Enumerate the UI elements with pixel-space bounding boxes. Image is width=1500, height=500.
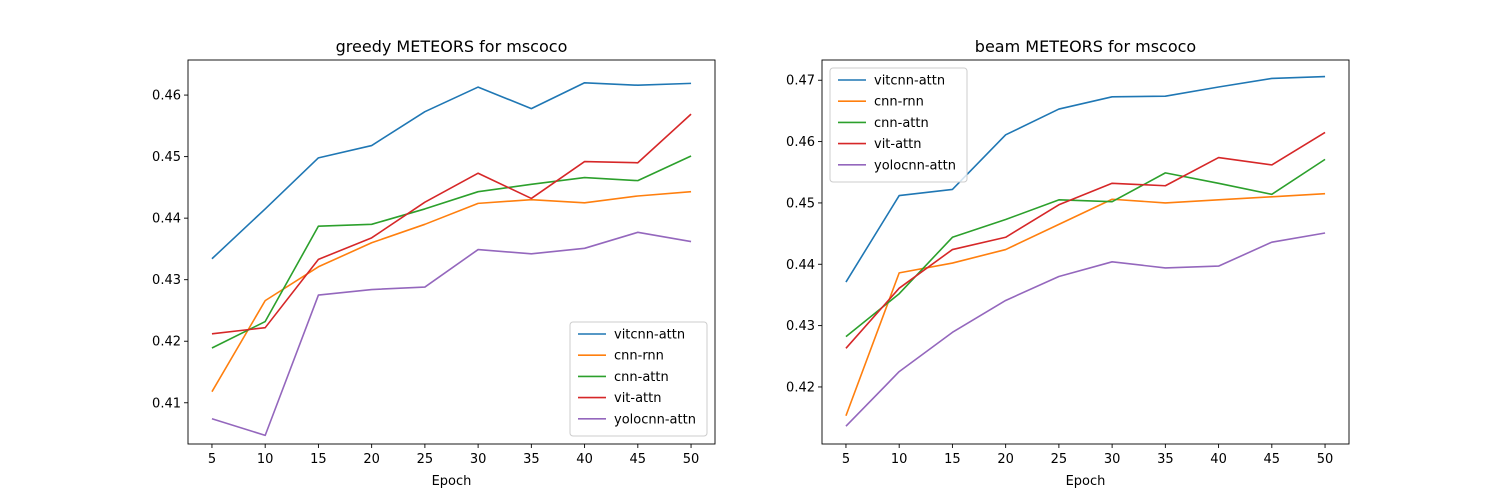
legend-label-cnn-rnn: cnn-rnn <box>874 95 924 110</box>
x-axis-label: Epoch <box>1066 474 1106 489</box>
x-tick-label: 5 <box>208 452 216 467</box>
plot-frame <box>821 59 1350 445</box>
legend-label-vit-attn: vit-attn <box>614 391 662 406</box>
legend-label-vitcnn-attn: vitcnn-attn <box>614 328 685 343</box>
x-tick-label: 10 <box>257 452 274 467</box>
x-tick-label: 35 <box>523 452 540 467</box>
legend-label-yolocnn-attn: yolocnn-attn <box>614 412 696 427</box>
x-tick-label: 30 <box>470 452 487 467</box>
y-tick-label: 0.43 <box>152 273 181 288</box>
series-line-cnn-rnn <box>211 190 692 393</box>
plot-frame <box>187 59 716 445</box>
series-line-yolocnn-attn <box>845 232 1326 427</box>
y-tick-label: 0.44 <box>786 258 815 273</box>
y-tick-label: 0.42 <box>152 335 181 350</box>
x-tick-label: 50 <box>683 452 700 467</box>
legend-label-vitcnn-attn: vitcnn-attn <box>874 74 945 89</box>
x-tick-label: 50 <box>1317 452 1334 467</box>
x-tick-label: 25 <box>417 452 434 467</box>
x-axis-label: Epoch <box>432 474 472 489</box>
series-group <box>845 75 1326 427</box>
series-line-yolocnn-attn <box>211 231 692 437</box>
x-tick-label: 25 <box>1051 452 1068 467</box>
x-tick-label: 45 <box>1264 452 1281 467</box>
x-tick-label: 20 <box>363 452 380 467</box>
series-line-vit-attn <box>845 131 1326 349</box>
x-tick-label: 40 <box>576 452 593 467</box>
y-tick-label: 0.42 <box>786 380 815 395</box>
y-tick-label: 0.44 <box>152 212 181 227</box>
x-tick-label: 5 <box>842 452 850 467</box>
x-tick-label: 10 <box>891 452 908 467</box>
chart-title: beam METEORS for mscoco <box>975 37 1196 56</box>
series-line-vit-attn <box>211 113 692 335</box>
legend-label-yolocnn-attn: yolocnn-attn <box>874 158 956 173</box>
legend-label-cnn-attn: cnn-attn <box>874 116 929 131</box>
x-tick-label: 45 <box>630 452 647 467</box>
legend-label-cnn-rnn: cnn-rnn <box>614 349 664 364</box>
x-tick-label: 15 <box>310 452 327 467</box>
y-tick-label: 0.41 <box>152 396 181 411</box>
y-tick-label: 0.47 <box>786 74 815 89</box>
beam-chart: beam METEORS for mscoco Epoch 5 10 15 20 25 3… <box>786 37 1350 489</box>
legend: vitcnn-attn cnn-rnn cnn-attn vit-attn yolocn… <box>829 67 968 183</box>
series-line-vitcnn-attn <box>211 81 692 260</box>
y-tick-label: 0.46 <box>152 89 181 104</box>
x-tick-label: 35 <box>1157 452 1174 467</box>
y-tick-label: 0.45 <box>786 196 815 211</box>
y-tick-label: 0.46 <box>786 135 815 150</box>
y-tick-label: 0.43 <box>786 319 815 334</box>
x-tick-label: 30 <box>1104 452 1121 467</box>
series-line-vitcnn-attn <box>845 75 1326 283</box>
legend-label-cnn-attn: cnn-attn <box>614 370 669 385</box>
x-tick-label: 40 <box>1210 452 1227 467</box>
series-line-cnn-attn <box>211 155 692 349</box>
series-line-cnn-attn <box>845 158 1326 338</box>
legend-label-vit-attn: vit-attn <box>874 137 922 152</box>
y-tick-label: 0.45 <box>152 150 181 165</box>
greedy-chart: greedy METEORS for mscoco Epoch 5 10 15 20 2… <box>152 37 716 489</box>
legend: vitcnn-attn cnn-rnn cnn-attn vit-attn yolocn… <box>569 321 708 437</box>
x-tick-label: 20 <box>997 452 1014 467</box>
x-tick-label: 15 <box>944 452 961 467</box>
legend-box <box>569 321 708 437</box>
series-group <box>211 81 692 437</box>
chart-title: greedy METEORS for mscoco <box>336 37 568 56</box>
legend-box <box>829 67 968 183</box>
